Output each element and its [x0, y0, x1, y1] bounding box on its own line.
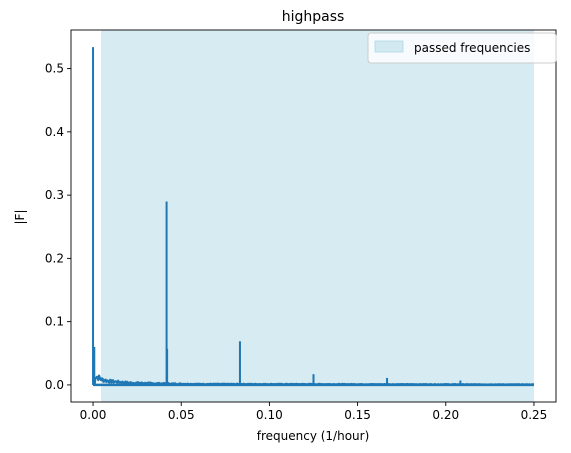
y-tick-label: 0.2	[45, 251, 64, 265]
x-tick-label: 0.25	[521, 408, 548, 422]
series-spectrum	[92, 47, 535, 387]
legend: passed frequencies	[367, 32, 557, 64]
chart-title: highpass	[282, 9, 345, 25]
passband-region	[100, 30, 534, 402]
y-tick-label: 0.5	[45, 62, 64, 76]
plot-area	[92, 30, 535, 402]
y-axis-label: |F|	[13, 210, 27, 225]
x-tick-label: 0.05	[168, 408, 195, 422]
x-axis: 0.00 0.05 0.10 0.15 0.20 0.25	[80, 402, 548, 422]
axes-border	[70, 29, 557, 403]
y-tick-label: 0.0	[45, 378, 64, 392]
x-axis-label: frequency (1/hour)	[257, 429, 370, 443]
axes-frame	[70, 29, 557, 403]
x-tick-label: 0.15	[344, 408, 371, 422]
legend-swatch	[374, 40, 404, 53]
x-tick-label: 0.00	[80, 408, 107, 422]
y-axis: 0.0 0.1 0.2 0.3 0.4 0.5	[45, 62, 71, 392]
legend-label: passed frequencies	[414, 41, 530, 55]
y-tick-label: 0.4	[45, 125, 64, 139]
legend-box	[367, 32, 557, 64]
x-tick-label: 0.10	[256, 408, 283, 422]
x-tick-label: 0.20	[432, 408, 459, 422]
y-tick-label: 0.1	[45, 315, 64, 329]
y-tick-label: 0.3	[45, 188, 64, 202]
